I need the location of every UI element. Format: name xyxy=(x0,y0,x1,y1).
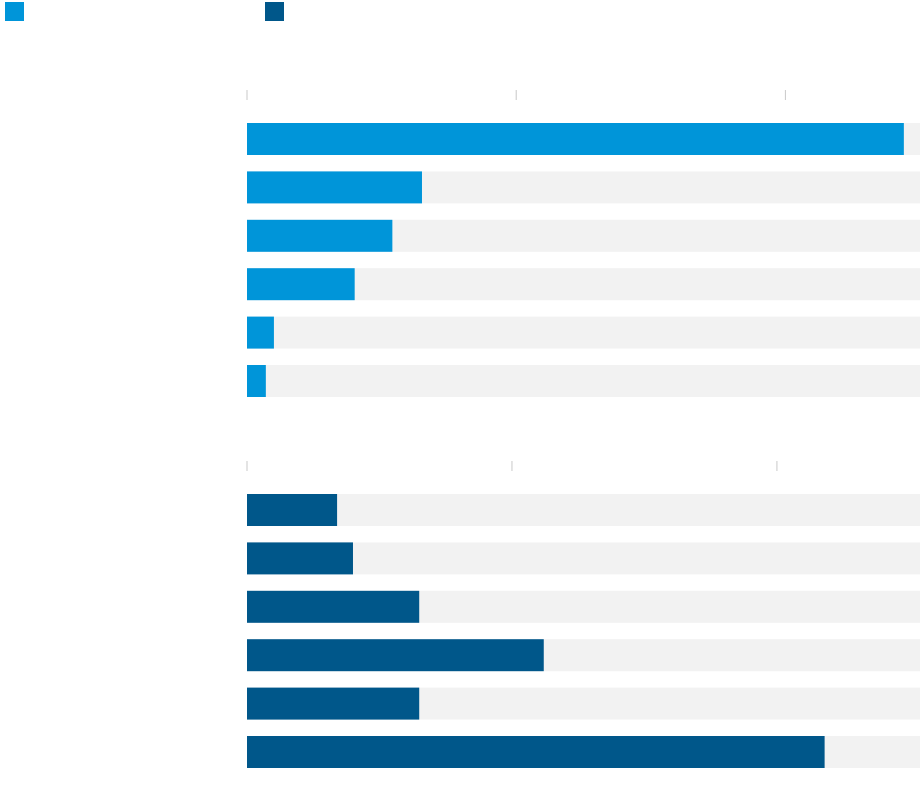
legend-swatch xyxy=(265,2,284,21)
bar xyxy=(247,123,904,155)
bar-track xyxy=(247,316,920,349)
bar xyxy=(247,542,353,575)
bar-track xyxy=(247,542,920,575)
bar xyxy=(247,316,274,349)
legend-swatch xyxy=(5,2,24,21)
bar-track xyxy=(247,365,920,397)
bar xyxy=(247,639,544,672)
bar xyxy=(247,171,422,204)
bar-track xyxy=(247,494,920,526)
bar xyxy=(247,268,355,301)
bar xyxy=(247,687,420,720)
bar-track xyxy=(247,268,920,301)
bar xyxy=(247,494,338,526)
bar xyxy=(247,219,393,252)
bar xyxy=(247,365,266,397)
bar xyxy=(247,590,420,623)
bar xyxy=(247,736,825,768)
